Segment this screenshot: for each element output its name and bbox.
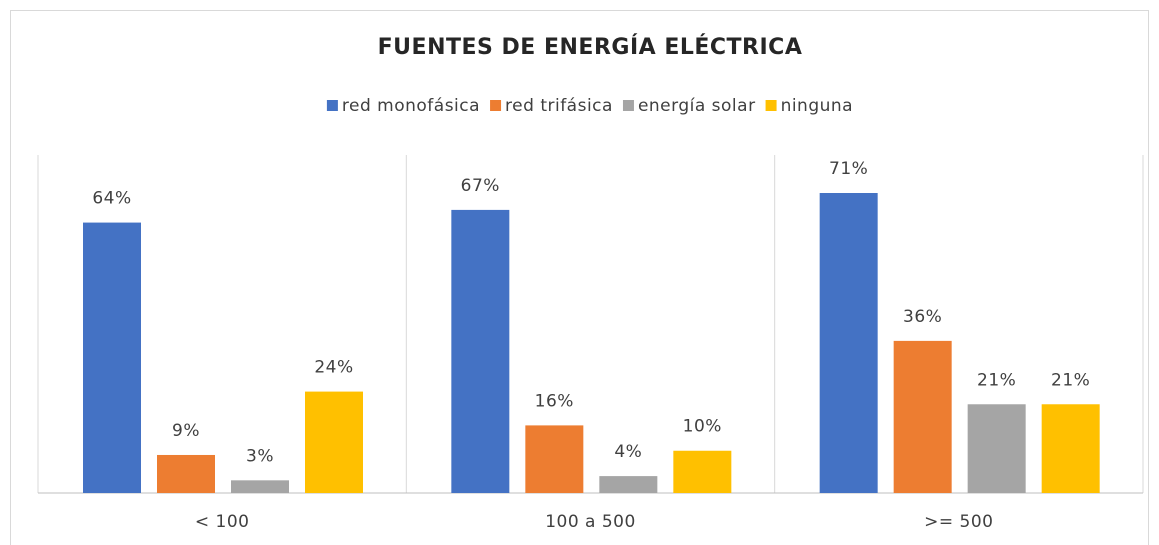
data-label: 21%: [977, 370, 1016, 390]
legend-swatch: [326, 100, 338, 111]
legend-swatch: [622, 100, 634, 111]
legend-label: red trifásica: [505, 96, 613, 116]
x-tick-label: < 100: [195, 512, 250, 532]
bar: [231, 480, 289, 493]
x-tick-label: >= 500: [924, 512, 993, 532]
data-label: 21%: [1051, 370, 1090, 390]
bar: [819, 193, 878, 493]
legend-label: energía solar: [638, 96, 756, 116]
data-label: 64%: [92, 189, 131, 209]
data-label: 24%: [314, 358, 353, 378]
data-label: 67%: [461, 176, 500, 196]
chart-title: FUENTES DE ENERGÍA ELÉCTRICA: [378, 34, 803, 60]
legend-label: red monofásica: [342, 96, 480, 116]
data-label: 9%: [172, 421, 200, 441]
legend-swatch: [490, 100, 502, 111]
x-tick-label: 100 a 500: [545, 512, 636, 532]
bar: [599, 476, 658, 493]
data-label: 36%: [903, 307, 942, 327]
data-label: 10%: [683, 417, 722, 437]
bar: [1041, 404, 1100, 493]
bar: [157, 454, 215, 493]
legend-label: ninguna: [781, 96, 854, 116]
bar: [83, 222, 141, 494]
bar: [967, 404, 1026, 493]
bar: [451, 209, 510, 493]
bar: [525, 425, 584, 493]
data-label: 3%: [246, 446, 274, 466]
data-label: 71%: [829, 159, 868, 179]
data-label: 4%: [614, 442, 642, 462]
bar: [893, 340, 952, 493]
bar: [673, 450, 732, 493]
bar: [305, 391, 363, 493]
legend-swatch: [765, 100, 777, 111]
data-label: 16%: [535, 391, 574, 411]
